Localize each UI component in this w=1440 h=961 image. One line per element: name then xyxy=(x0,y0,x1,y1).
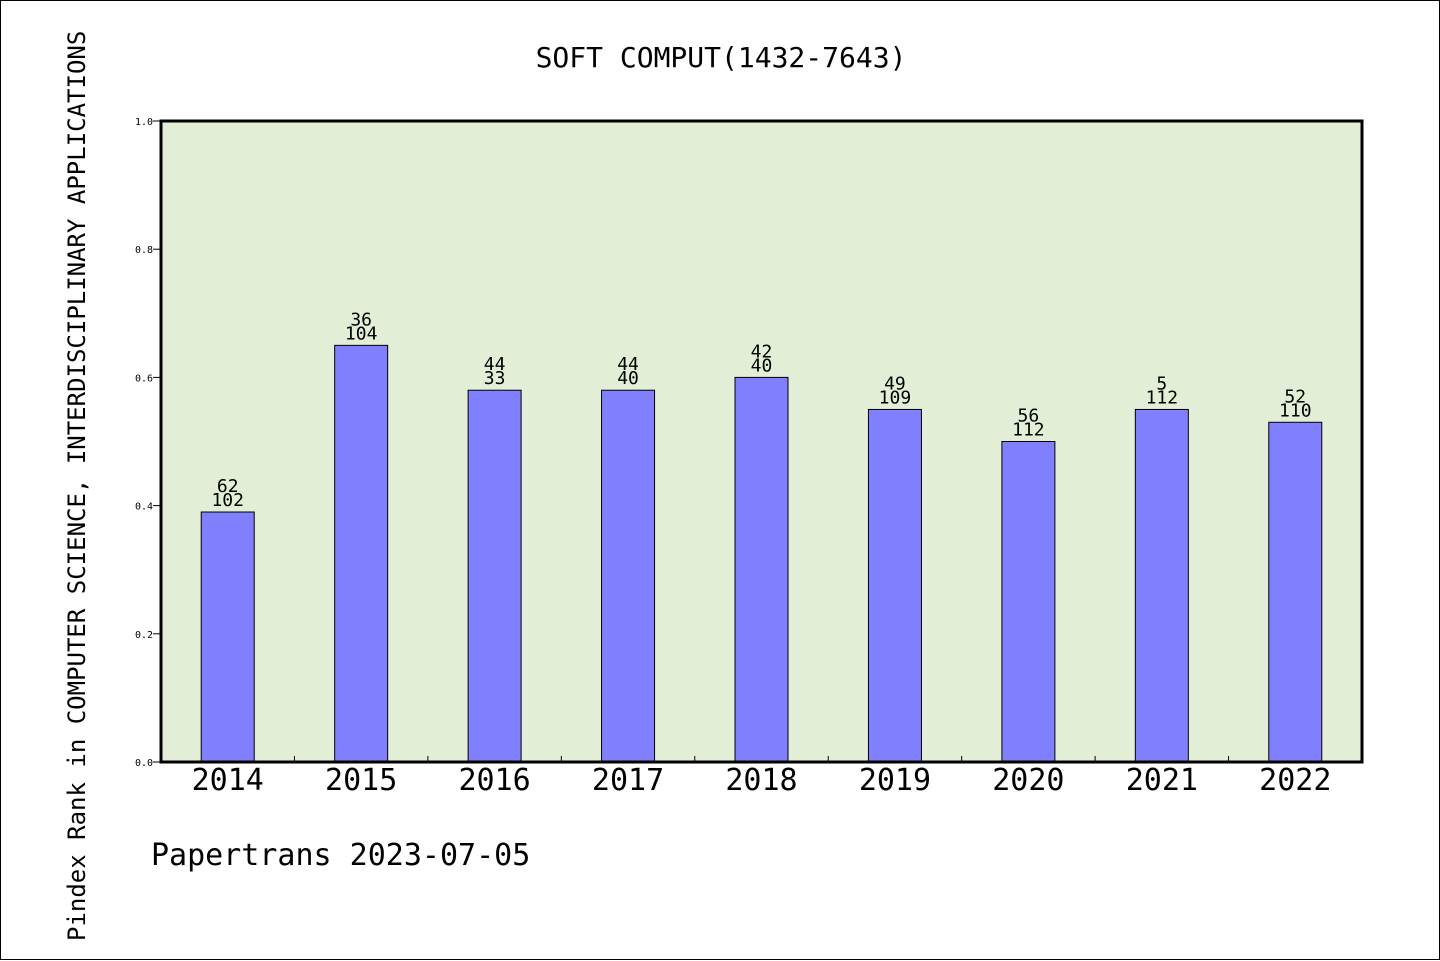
footer-credit: Papertrans 2023-07-05 xyxy=(151,838,530,873)
bar-label-top: 44 xyxy=(617,354,639,375)
bar-label-top: 62 xyxy=(217,476,239,497)
bar-label-top: 44 xyxy=(484,354,506,375)
x-tick-label: 2015 xyxy=(325,763,397,798)
bar-2020 xyxy=(1001,441,1056,763)
bar-label-bottom: 109 xyxy=(879,387,912,408)
bar-label-top: 52 xyxy=(1284,386,1306,407)
bar-label-top: 5 xyxy=(1156,373,1167,394)
plot-border xyxy=(159,119,1364,764)
bar-label-bottom: 104 xyxy=(345,323,378,344)
bar-label-top: 42 xyxy=(751,341,773,362)
bar-label-bottom: 112 xyxy=(1146,387,1179,408)
y-tick-label: 0.2 xyxy=(135,630,153,641)
bar-2015 xyxy=(334,344,389,763)
bar-label-bottom: 40 xyxy=(751,355,773,376)
bar-2022 xyxy=(1268,421,1323,763)
x-tick-label: 2021 xyxy=(1126,763,1198,798)
x-tick-label: 2022 xyxy=(1259,763,1331,798)
y-tick-label: 0.6 xyxy=(135,373,153,384)
y-tick-label: 1.0 xyxy=(135,117,153,128)
x-tick-label: 2016 xyxy=(458,763,530,798)
x-tick-label: 2017 xyxy=(592,763,664,798)
y-tick-label: 0.4 xyxy=(135,502,153,513)
x-tick-label: 2019 xyxy=(859,763,931,798)
bar-2014 xyxy=(200,511,255,763)
bar-label-top: 49 xyxy=(884,373,906,394)
y-tick-label: 0.0 xyxy=(135,758,153,769)
bar-2019 xyxy=(867,408,922,763)
x-tick-label: 2014 xyxy=(192,763,264,798)
bar-label-bottom: 110 xyxy=(1279,400,1312,421)
bar-2018 xyxy=(734,376,789,763)
bar-label-bottom: 112 xyxy=(1012,420,1045,441)
bar-label-top: 56 xyxy=(1018,406,1040,427)
x-tick-label: 2018 xyxy=(725,763,797,798)
bar-2021 xyxy=(1134,408,1189,763)
x-tick-label: 2020 xyxy=(992,763,1064,798)
y-tick-label: 0.8 xyxy=(135,245,153,256)
bar-2017 xyxy=(601,389,656,763)
bar-label-bottom: 102 xyxy=(211,490,244,511)
bar-label-bottom: 40 xyxy=(617,368,639,389)
y-axis-label: Pindex Rank in COMPUTER SCIENCE, INTERDI… xyxy=(63,31,91,941)
bar-2016 xyxy=(467,389,522,763)
bar-label-top: 36 xyxy=(350,309,372,330)
chart-title: SOFT COMPUT(1432-7643) xyxy=(536,41,907,74)
bar-label-bottom: 33 xyxy=(484,368,506,389)
